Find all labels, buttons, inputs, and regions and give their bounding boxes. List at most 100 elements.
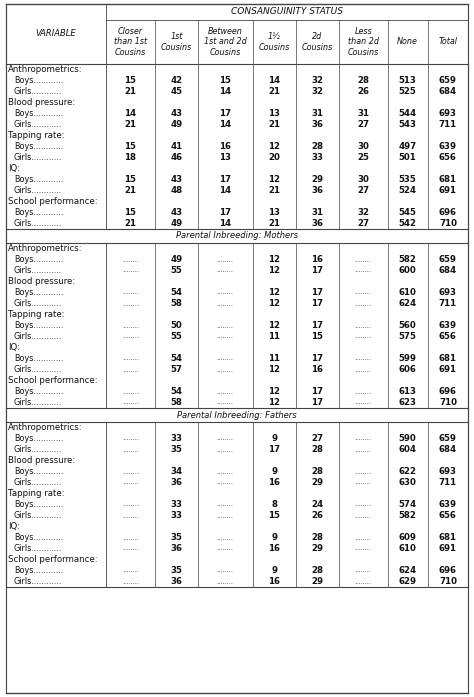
Text: Boys............: Boys............ xyxy=(14,321,64,330)
Text: School performance:: School performance: xyxy=(8,376,98,385)
Text: 48: 48 xyxy=(170,186,182,195)
Text: ........: ........ xyxy=(217,447,234,452)
Text: Parental Inbreeding: Mothers: Parental Inbreeding: Mothers xyxy=(176,231,298,240)
Text: ........: ........ xyxy=(122,388,139,395)
Text: ........: ........ xyxy=(122,502,139,507)
Text: 12: 12 xyxy=(268,365,280,374)
Text: 35: 35 xyxy=(171,533,182,542)
Text: IQ:: IQ: xyxy=(8,522,20,531)
Text: ........: ........ xyxy=(217,355,234,362)
Text: 599: 599 xyxy=(399,354,417,363)
Text: 535: 535 xyxy=(399,175,417,184)
Text: 1½
Cousins: 1½ Cousins xyxy=(258,32,290,52)
Text: 684: 684 xyxy=(439,266,457,275)
Text: ........: ........ xyxy=(122,579,139,585)
Text: ........: ........ xyxy=(217,388,234,395)
Text: ........: ........ xyxy=(217,399,234,406)
Text: 36: 36 xyxy=(311,219,323,228)
Text: 36: 36 xyxy=(311,120,323,129)
Text: 9: 9 xyxy=(271,434,277,443)
Text: 15: 15 xyxy=(219,76,231,85)
Text: 501: 501 xyxy=(399,153,417,162)
Text: 630: 630 xyxy=(399,478,417,487)
Text: 610: 610 xyxy=(399,288,417,297)
Text: Boys............: Boys............ xyxy=(14,533,64,542)
Text: 35: 35 xyxy=(171,566,182,575)
Text: 27: 27 xyxy=(357,120,369,129)
Text: 31: 31 xyxy=(311,208,323,217)
Text: ........: ........ xyxy=(355,323,372,328)
Text: ........: ........ xyxy=(217,300,234,307)
Text: 622: 622 xyxy=(399,467,417,476)
Text: Boys............: Boys............ xyxy=(14,467,64,476)
Text: 35: 35 xyxy=(171,445,182,454)
Text: 21: 21 xyxy=(124,186,137,195)
Text: 524: 524 xyxy=(399,186,417,195)
Text: 33: 33 xyxy=(311,153,323,162)
Text: 28: 28 xyxy=(311,445,323,454)
Text: 604: 604 xyxy=(399,445,417,454)
Text: ........: ........ xyxy=(355,399,372,406)
Text: 17: 17 xyxy=(219,175,231,184)
Text: ........: ........ xyxy=(122,546,139,551)
Text: ........: ........ xyxy=(217,512,234,519)
Text: 14: 14 xyxy=(268,76,280,85)
Text: 14: 14 xyxy=(124,109,137,118)
Text: 41: 41 xyxy=(170,142,182,151)
Text: ........: ........ xyxy=(122,436,139,441)
Text: 681: 681 xyxy=(439,354,457,363)
Text: Closer
than 1st
Cousins: Closer than 1st Cousins xyxy=(114,27,147,57)
Text: 691: 691 xyxy=(439,365,457,374)
Text: Girls............: Girls............ xyxy=(14,577,62,586)
Text: 25: 25 xyxy=(357,153,369,162)
Text: Girls............: Girls............ xyxy=(14,120,62,129)
Text: 17: 17 xyxy=(219,208,231,217)
Text: 27: 27 xyxy=(311,434,323,443)
Text: 11: 11 xyxy=(268,354,280,363)
Text: ........: ........ xyxy=(122,256,139,263)
Text: 29: 29 xyxy=(311,544,323,553)
Text: School performance:: School performance: xyxy=(8,197,98,206)
Text: 31: 31 xyxy=(311,109,323,118)
Text: 606: 606 xyxy=(399,365,417,374)
Text: Anthropometrics:: Anthropometrics: xyxy=(8,244,82,253)
Text: 582: 582 xyxy=(399,511,417,520)
Text: 17: 17 xyxy=(311,354,323,363)
Text: None: None xyxy=(397,38,418,47)
Text: ........: ........ xyxy=(355,388,372,395)
Text: 36: 36 xyxy=(170,577,182,586)
Text: ........: ........ xyxy=(122,289,139,296)
Text: 15: 15 xyxy=(125,208,137,217)
Text: 46: 46 xyxy=(170,153,182,162)
Text: Girls............: Girls............ xyxy=(14,219,62,228)
Text: 17: 17 xyxy=(219,109,231,118)
Text: 12: 12 xyxy=(268,299,280,308)
Text: 610: 610 xyxy=(399,544,417,553)
Text: 12: 12 xyxy=(268,387,280,396)
Text: Girls............: Girls............ xyxy=(14,299,62,308)
Text: 710: 710 xyxy=(439,577,457,586)
Text: ........: ........ xyxy=(217,546,234,551)
Text: ........: ........ xyxy=(355,512,372,519)
Text: Boys............: Boys............ xyxy=(14,387,64,396)
Text: Boys............: Boys............ xyxy=(14,175,64,184)
Text: 29: 29 xyxy=(311,175,323,184)
Text: 54: 54 xyxy=(170,354,182,363)
Text: Boys............: Boys............ xyxy=(14,288,64,297)
Text: ........: ........ xyxy=(355,256,372,263)
Text: ........: ........ xyxy=(122,268,139,273)
Text: 609: 609 xyxy=(399,533,417,542)
Text: 58: 58 xyxy=(171,299,182,308)
Text: 54: 54 xyxy=(170,288,182,297)
Text: 659: 659 xyxy=(439,76,457,85)
Text: 17: 17 xyxy=(311,387,323,396)
Text: ........: ........ xyxy=(217,468,234,475)
Text: 691: 691 xyxy=(439,186,457,195)
Text: 696: 696 xyxy=(439,566,457,575)
Text: Boys............: Boys............ xyxy=(14,255,64,264)
Text: 590: 590 xyxy=(399,434,417,443)
Text: 624: 624 xyxy=(399,566,417,575)
Text: 659: 659 xyxy=(439,255,457,264)
Text: Girls............: Girls............ xyxy=(14,445,62,454)
Text: 49: 49 xyxy=(170,219,182,228)
